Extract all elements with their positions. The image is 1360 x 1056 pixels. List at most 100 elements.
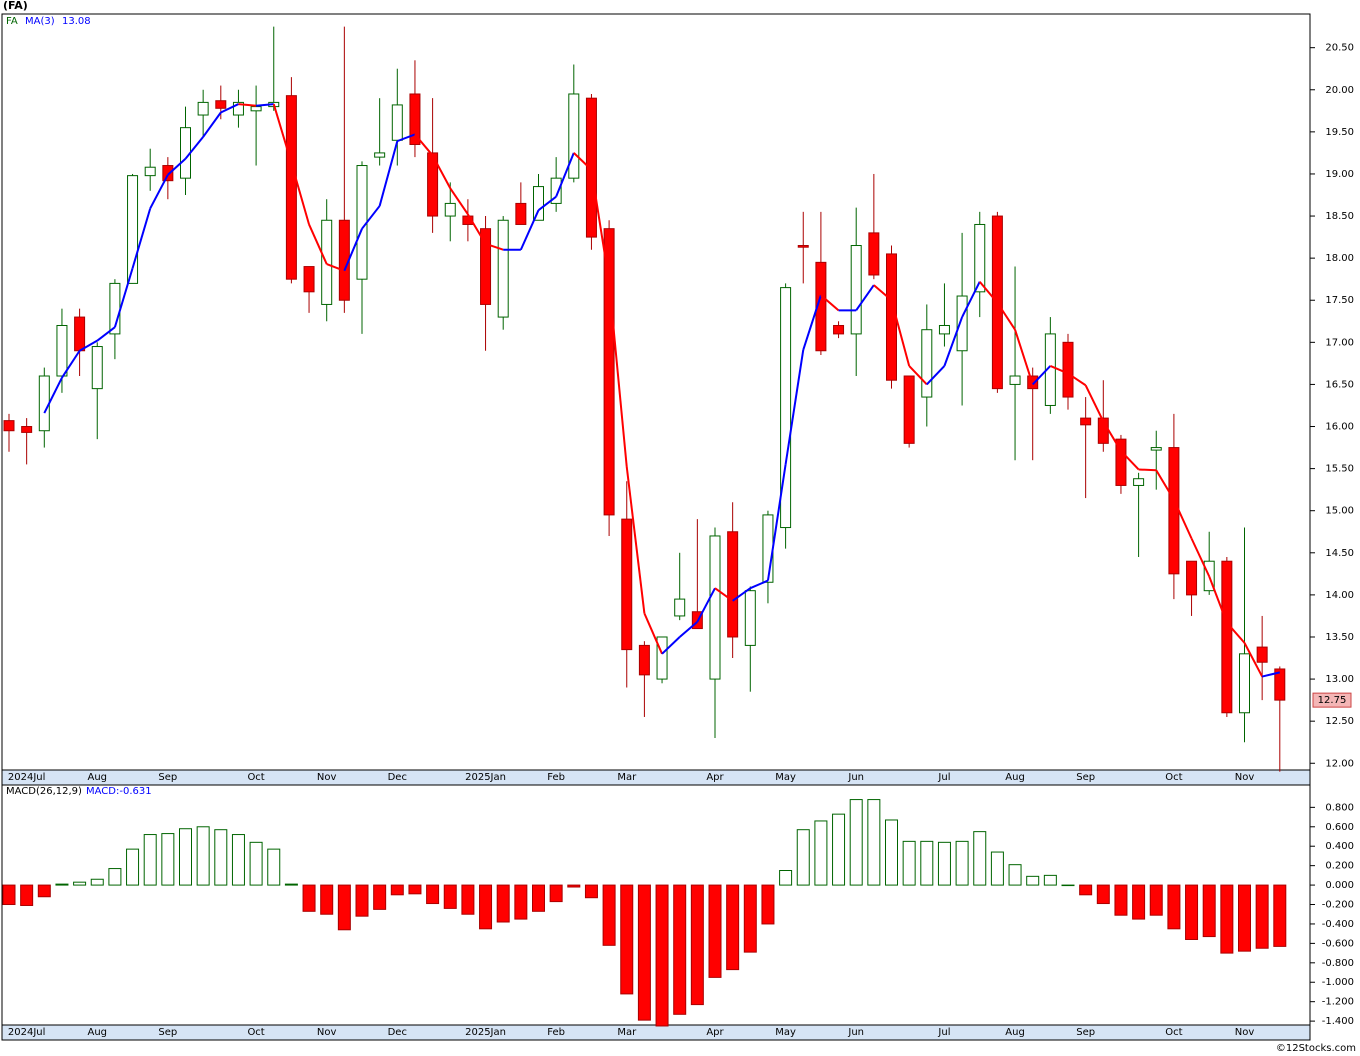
ma-segment bbox=[290, 162, 311, 225]
candle-body bbox=[3, 420, 15, 432]
ma-segment bbox=[1261, 671, 1281, 678]
candle-body bbox=[285, 95, 297, 280]
ma-segment bbox=[537, 195, 557, 211]
macd-bar bbox=[1096, 884, 1110, 905]
x-tick-label: Nov bbox=[317, 772, 337, 783]
ma-segment bbox=[1049, 364, 1069, 375]
ma-segment bbox=[784, 349, 805, 465]
ma-segment bbox=[873, 284, 893, 301]
macd-bar bbox=[408, 884, 422, 895]
candle-body bbox=[391, 104, 403, 141]
x-tick-label: Nov bbox=[1235, 772, 1255, 783]
candle-body bbox=[762, 514, 774, 583]
x-tick-label: Aug bbox=[1005, 1027, 1025, 1038]
x-tick-label: Aug bbox=[1005, 772, 1025, 783]
candle-body bbox=[56, 324, 68, 377]
candle-body bbox=[727, 531, 739, 638]
macd-bar bbox=[796, 829, 810, 886]
candle-body bbox=[850, 245, 862, 335]
candle-body bbox=[515, 202, 527, 225]
macd-bar bbox=[2, 884, 16, 906]
ma-segment bbox=[519, 209, 540, 251]
macd-title: MACD(26,12,9) bbox=[6, 786, 82, 797]
ma-segment bbox=[1226, 622, 1246, 644]
ma-segment bbox=[625, 466, 646, 614]
ma-segment bbox=[61, 350, 81, 379]
candle-body bbox=[232, 101, 244, 116]
ma-segment bbox=[396, 133, 416, 143]
macd-bar bbox=[461, 884, 475, 915]
macd-bar bbox=[90, 878, 104, 886]
ma-segment bbox=[1014, 329, 1034, 385]
ma-segment bbox=[1102, 420, 1122, 452]
macd-bar bbox=[1149, 884, 1163, 916]
macd-bar bbox=[143, 834, 157, 886]
y-tick-label: 0.800 bbox=[1325, 802, 1354, 813]
macd-bar bbox=[214, 829, 228, 886]
legend-ma: MA(3) bbox=[25, 16, 55, 27]
ma-segment bbox=[696, 587, 716, 623]
macd-bar bbox=[690, 884, 704, 1006]
ma-segment bbox=[1172, 499, 1193, 539]
macd-bar bbox=[479, 884, 493, 930]
macd-bar bbox=[743, 884, 757, 953]
macd-bar bbox=[108, 868, 122, 886]
ma-segment bbox=[184, 136, 204, 160]
x-tick-label: 2025Jan bbox=[465, 772, 506, 783]
y-tick-label: 16.50 bbox=[1325, 379, 1354, 390]
y-tick-label: 18.50 bbox=[1325, 211, 1354, 222]
macd-bar bbox=[990, 851, 1004, 886]
ma-segment bbox=[485, 242, 504, 251]
macd-bar bbox=[1079, 884, 1093, 896]
y-tick-label: 20.50 bbox=[1325, 43, 1354, 54]
ma-segment bbox=[343, 228, 363, 272]
x-tick-label: Nov bbox=[1235, 1027, 1255, 1038]
macd-bar bbox=[655, 884, 669, 1027]
ma-segment bbox=[167, 158, 187, 176]
y-tick-label: 13.50 bbox=[1325, 632, 1354, 643]
macd-bar bbox=[637, 884, 651, 1021]
candle-body bbox=[215, 100, 227, 109]
x-tick-label: Nov bbox=[317, 1027, 337, 1038]
credit: ©12Stocks.com bbox=[1276, 1043, 1356, 1054]
x-tick-label: Mar bbox=[617, 772, 637, 783]
candle-body bbox=[497, 219, 509, 318]
candle-body bbox=[603, 228, 615, 516]
ma-segment bbox=[256, 103, 274, 107]
x-tick-label: Jul bbox=[937, 772, 950, 783]
macd-bar bbox=[1202, 884, 1216, 938]
macd-bar bbox=[532, 884, 545, 912]
x-tick-label: Oct bbox=[247, 1027, 264, 1038]
candle-body bbox=[409, 93, 421, 145]
candle-body bbox=[1221, 560, 1233, 714]
ma-segment bbox=[131, 208, 152, 269]
ma-segment bbox=[1138, 468, 1157, 472]
macd-bar bbox=[567, 884, 581, 888]
ma-segment bbox=[202, 111, 222, 138]
date-strip bbox=[1, 1024, 1311, 1041]
macd-bar bbox=[726, 884, 740, 971]
x-tick-label: 2025Jan bbox=[465, 1027, 506, 1038]
ma-segment bbox=[926, 365, 946, 386]
candle-body bbox=[1115, 438, 1127, 486]
y-tick-label: 12.50 bbox=[1325, 716, 1354, 727]
macd-bar bbox=[390, 884, 404, 896]
macd-bar bbox=[1043, 874, 1057, 886]
x-tick-label: Oct bbox=[1165, 772, 1182, 783]
y-tick-label: 14.00 bbox=[1325, 590, 1354, 601]
x-tick-label: May bbox=[775, 1027, 796, 1038]
candle-body bbox=[250, 106, 262, 112]
macd-bar bbox=[320, 884, 334, 915]
x-tick-label: Jul bbox=[937, 1027, 950, 1038]
macd-bar bbox=[761, 884, 775, 925]
ma-segment bbox=[855, 284, 875, 311]
macd-bar bbox=[973, 831, 987, 886]
macd-bar bbox=[355, 884, 369, 917]
x-tick-label: Oct bbox=[247, 772, 264, 783]
candle-body bbox=[674, 598, 686, 617]
macd-bar bbox=[1255, 884, 1269, 949]
macd-bar bbox=[708, 884, 722, 978]
candle-body bbox=[38, 375, 50, 432]
candle-body bbox=[956, 295, 968, 352]
candle-body bbox=[585, 97, 597, 238]
